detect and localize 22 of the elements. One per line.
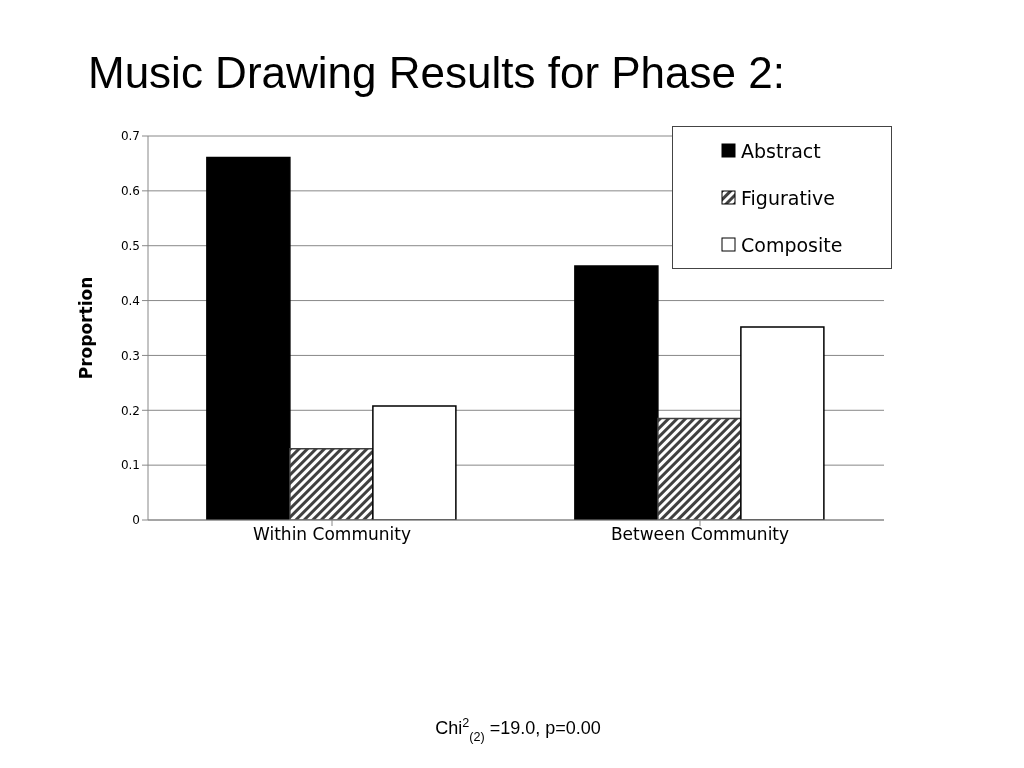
bar (574, 265, 659, 520)
bar (206, 156, 291, 520)
y-tick-label: 0.3 (120, 348, 140, 363)
y-axis-title: Proportion (76, 276, 97, 380)
text: Chi$^{2}$$_{(2)}$ =19.0, p=0.00 (435, 716, 601, 744)
bar (372, 405, 457, 520)
bar (740, 326, 825, 520)
bar (657, 417, 742, 520)
y-tick-label: 0.4 (120, 293, 140, 308)
bar (289, 447, 374, 520)
x-tick-label: Within Community (253, 524, 411, 545)
y-tick-label: 0 (132, 513, 140, 528)
y-tick-label: 0.6 (120, 184, 140, 199)
y-tick-label: 0.1 (120, 458, 140, 473)
legend-label: Composite (741, 233, 843, 256)
legend-label: Figurative (741, 186, 836, 209)
y-tick-label: 0.5 (120, 238, 140, 253)
y-tick-label: 0.2 (120, 403, 140, 418)
legend-label: Abstract (741, 139, 821, 162)
x-tick-label: Between Community (610, 524, 790, 545)
chart-title: Music Drawing Results for Phase 2: (88, 48, 785, 98)
y-tick-label: 0.7 (120, 129, 140, 144)
